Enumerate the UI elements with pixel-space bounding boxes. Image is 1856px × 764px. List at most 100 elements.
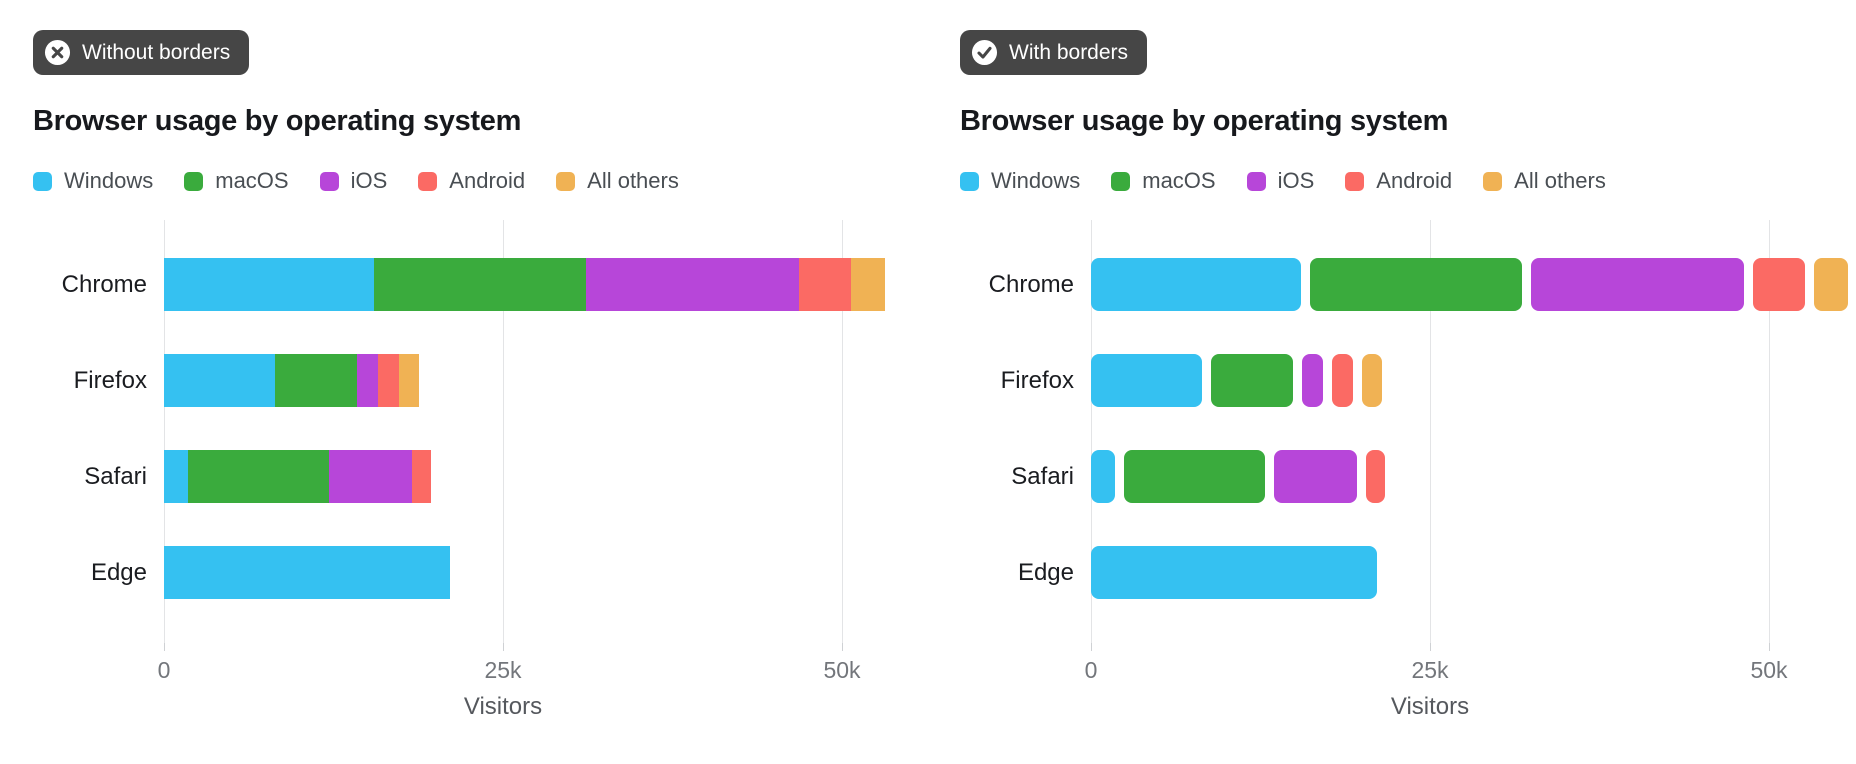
x-tick-label: 50k: [1750, 657, 1788, 683]
bar-segment-all-others[interactable]: [1814, 258, 1849, 311]
bar-segment-android[interactable]: [798, 258, 852, 311]
bar-row-firefox: Firefox: [960, 354, 1820, 407]
bar-segment-android[interactable]: [1366, 450, 1386, 503]
chart-title: Browser usage by operating system: [960, 105, 1449, 137]
legend-label: Android: [1376, 168, 1453, 193]
legend-label: Windows: [64, 168, 154, 193]
bar-segment-ios[interactable]: [1301, 354, 1324, 407]
category-label: Safari: [1011, 462, 1074, 490]
axis-tick: [503, 643, 504, 651]
chart-title: Browser usage by operating system: [33, 105, 522, 137]
category-label: Edge: [90, 558, 147, 586]
stacked-bar: [164, 354, 419, 407]
bar-row-firefox: Firefox: [33, 354, 893, 407]
x-tick-label: 0: [1084, 657, 1098, 683]
bar-row-safari: Safari: [33, 450, 893, 503]
gridline: [503, 220, 504, 643]
bar-segment-android[interactable]: [412, 450, 432, 503]
bar-segment-windows[interactable]: [164, 258, 375, 311]
legend-item-windows[interactable]: Windows: [960, 168, 1080, 194]
mode-badge[interactable]: Without borders: [33, 30, 250, 75]
bar-segment-all-others[interactable]: [851, 258, 886, 311]
category-label: Firefox: [73, 366, 147, 394]
chart-panel-without-borders: Without borders Browser usage by operatin…: [33, 30, 893, 725]
bar-segment-macos[interactable]: [1124, 450, 1266, 503]
bar-segment-android[interactable]: [378, 354, 399, 407]
bar-segment-ios[interactable]: [329, 450, 413, 503]
x-axis-title: Visitors: [1390, 693, 1470, 720]
stacked-bar: [164, 258, 886, 311]
legend-swatch: [418, 171, 438, 191]
x-tick-label: 50k: [823, 657, 861, 683]
bar-segment-windows[interactable]: [164, 354, 276, 407]
legend: Windows macOS iOS Android All others: [960, 168, 1820, 194]
legend-swatch: [556, 171, 576, 191]
bar-segment-macos[interactable]: [188, 450, 330, 503]
bar-segment-windows[interactable]: [1091, 354, 1203, 407]
category-label: Safari: [84, 462, 147, 490]
legend-item-ios[interactable]: iOS: [319, 168, 387, 194]
gridline: [164, 220, 165, 643]
axis-tick: [1769, 643, 1770, 651]
legend-item-android[interactable]: Android: [418, 168, 525, 194]
bar-rows: Chrome Firefox Safari Edge: [960, 258, 1849, 599]
category-label: Firefox: [1000, 366, 1074, 394]
legend-item-android[interactable]: Android: [1345, 168, 1452, 194]
x-axis-title: Visitors: [463, 693, 543, 720]
bar-segment-macos[interactable]: [1211, 354, 1293, 407]
bar-row-safari: Safari: [960, 450, 1820, 503]
legend-label: All others: [1514, 168, 1606, 193]
stacked-bar: [1091, 450, 1386, 503]
stacked-bar-chart: Chrome Firefox Safari Edge 0 25k 50k Visitors: [960, 220, 1849, 725]
bar-segment-ios[interactable]: [585, 258, 799, 311]
category-label: Edge: [1017, 558, 1074, 586]
check-circle-icon: [971, 39, 998, 66]
legend-item-all-others[interactable]: All others: [1483, 168, 1606, 194]
x-circle-icon: [44, 39, 71, 66]
bar-segment-windows[interactable]: [1091, 450, 1116, 503]
legend-item-macos[interactable]: macOS: [1111, 168, 1216, 194]
x-tick-label: 25k: [1411, 657, 1449, 683]
bar-segment-all-others[interactable]: [1361, 354, 1382, 407]
bar-segment-windows[interactable]: [1091, 546, 1378, 599]
legend-swatch: [1111, 171, 1131, 191]
bar-segment-android[interactable]: [1332, 354, 1353, 407]
legend-item-windows[interactable]: Windows: [33, 168, 153, 194]
x-axis-title-wrap: Visitors: [960, 693, 1820, 725]
badge-label: Without borders: [82, 41, 231, 64]
bar-segment-macos[interactable]: [275, 354, 357, 407]
legend-swatch: [1483, 171, 1503, 191]
bar-segment-all-others[interactable]: [398, 354, 419, 407]
badge-label: With borders: [1009, 41, 1129, 64]
bar-segment-windows[interactable]: [1091, 258, 1302, 311]
bar-segment-macos[interactable]: [1310, 258, 1522, 311]
bar-segment-ios[interactable]: [356, 354, 379, 407]
stacked-bar: [164, 546, 451, 599]
legend-label: All others: [587, 168, 679, 193]
category-label: Chrome: [61, 270, 147, 298]
bar-segment-windows[interactable]: [164, 450, 189, 503]
gridline: [1430, 220, 1431, 643]
legend-item-all-others[interactable]: All others: [556, 168, 679, 194]
bar-segment-windows[interactable]: [164, 546, 451, 599]
bar-row-chrome: Chrome: [33, 258, 893, 311]
bar-segment-ios[interactable]: [1274, 450, 1358, 503]
x-tick-label: 0: [157, 657, 171, 683]
bar-segment-macos[interactable]: [374, 258, 586, 311]
category-label: Chrome: [988, 270, 1074, 298]
axis-tick: [164, 643, 165, 651]
bar-segment-android[interactable]: [1752, 258, 1806, 311]
gridline: [1769, 220, 1770, 643]
legend-label: macOS: [1142, 168, 1216, 193]
stacked-bar: [164, 450, 432, 503]
legend-item-macos[interactable]: macOS: [184, 168, 289, 194]
axis-tick: [1430, 643, 1431, 651]
bar-segment-ios[interactable]: [1530, 258, 1744, 311]
bar-row-chrome: Chrome: [960, 258, 1849, 311]
mode-badge[interactable]: With borders: [960, 30, 1148, 75]
x-axis: 0 25k 50k: [33, 653, 893, 685]
gridline: [1091, 220, 1092, 643]
stacked-bar: [1091, 258, 1849, 311]
legend-item-ios[interactable]: iOS: [1246, 168, 1314, 194]
gridline: [842, 220, 843, 643]
